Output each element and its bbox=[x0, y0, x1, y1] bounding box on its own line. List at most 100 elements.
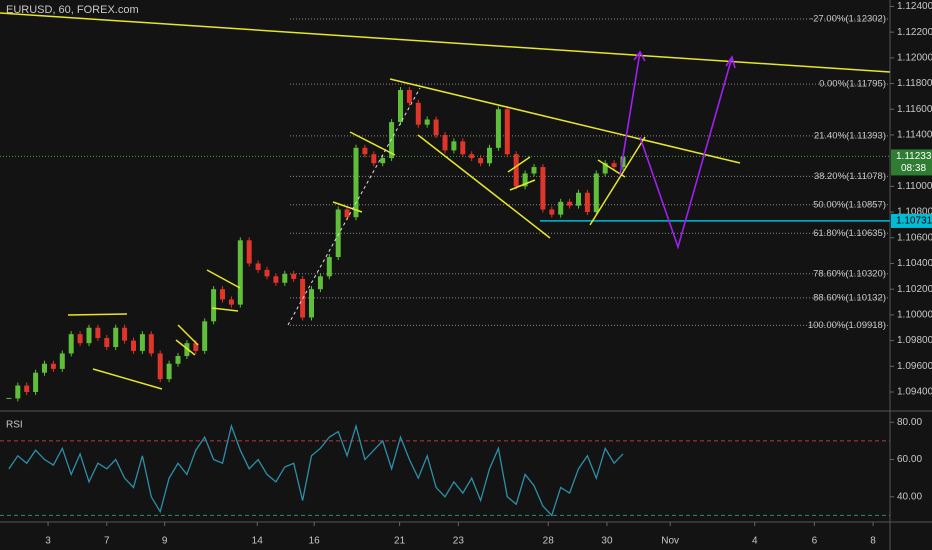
candle bbox=[558, 201, 564, 215]
trend-line bbox=[175, 339, 196, 356]
trend-line bbox=[417, 134, 551, 239]
y-tick-label: 1.09800 bbox=[897, 335, 932, 346]
candle bbox=[380, 158, 386, 164]
trend-line bbox=[349, 131, 396, 156]
candle bbox=[442, 134, 448, 151]
candle bbox=[371, 154, 377, 164]
rsi-line bbox=[8, 423, 624, 517]
arrow bbox=[619, 51, 641, 176]
candle bbox=[513, 154, 519, 187]
level-price-label: 1.10731 bbox=[896, 216, 932, 227]
y-tick-label: 1.12200 bbox=[897, 27, 932, 38]
candle bbox=[326, 257, 332, 277]
trend-line bbox=[509, 179, 536, 191]
candle bbox=[389, 122, 395, 159]
trend-line bbox=[67, 313, 128, 316]
y-tick-label: 1.11600 bbox=[897, 104, 932, 115]
candle bbox=[139, 334, 145, 351]
fib-label: 21.40%(1.11393) bbox=[814, 130, 886, 141]
x-tick-label: 30 bbox=[601, 536, 613, 547]
candle bbox=[584, 192, 590, 213]
y-tick-label: 1.12400 bbox=[897, 1, 932, 12]
candle bbox=[522, 173, 528, 187]
candle bbox=[148, 334, 154, 354]
trend-line bbox=[92, 368, 163, 390]
candle bbox=[113, 327, 119, 348]
trend-line bbox=[206, 269, 241, 289]
candle bbox=[228, 299, 234, 305]
trend-line bbox=[589, 136, 646, 226]
candle bbox=[86, 327, 92, 344]
x-tick-label: 4 bbox=[752, 536, 758, 547]
candle bbox=[620, 156, 626, 168]
y-tick-label: 1.10400 bbox=[897, 258, 932, 269]
candle bbox=[495, 109, 501, 148]
candle bbox=[68, 334, 74, 354]
x-tick-label: 16 bbox=[309, 536, 321, 547]
x-tick-label: Nov bbox=[661, 536, 679, 547]
y-tick-label: 1.11000 bbox=[897, 181, 932, 192]
candle bbox=[611, 163, 617, 168]
candle bbox=[424, 119, 430, 125]
candle bbox=[531, 167, 537, 174]
candle bbox=[264, 269, 270, 277]
x-tick-label: 14 bbox=[252, 536, 264, 547]
candle bbox=[255, 263, 261, 270]
candle bbox=[460, 141, 466, 155]
trend-lines bbox=[0, 12, 891, 390]
candle bbox=[291, 273, 297, 279]
fib-label: -27.00%(1.12302) bbox=[810, 14, 886, 25]
y-tick-label: 60.00 bbox=[897, 454, 922, 465]
candle bbox=[335, 209, 341, 258]
candle bbox=[487, 147, 492, 164]
candle bbox=[220, 289, 225, 300]
trend-line bbox=[332, 201, 363, 213]
candle bbox=[353, 147, 359, 218]
projection-arrows bbox=[619, 50, 736, 250]
chart-title: EURUSD, 60, FOREX.com bbox=[6, 4, 139, 16]
fib-label: 100.00%(1.09918) bbox=[808, 320, 886, 331]
y-tick-label: 80.00 bbox=[897, 417, 922, 428]
trend-line bbox=[211, 307, 239, 312]
y-tick-label: 1.10600 bbox=[897, 232, 932, 243]
fib-label: 38.20%(1.11078) bbox=[814, 171, 886, 182]
candle bbox=[576, 192, 581, 206]
last-price-box bbox=[891, 149, 932, 176]
pane-title: RSI bbox=[6, 420, 23, 431]
y-tick-label: 1.12000 bbox=[897, 52, 932, 63]
x-tick-label: 7 bbox=[104, 536, 110, 547]
last-price-label: 1.11233 bbox=[896, 151, 932, 162]
candle bbox=[540, 167, 546, 210]
candle bbox=[211, 289, 217, 322]
candle bbox=[202, 321, 208, 351]
candle bbox=[398, 89, 403, 123]
x-tick-label: 28 bbox=[543, 536, 555, 547]
candle bbox=[122, 327, 128, 341]
candle bbox=[104, 338, 110, 348]
candle bbox=[451, 141, 457, 151]
drawings bbox=[0, 12, 891, 390]
level-price-box bbox=[891, 213, 932, 228]
trend-line bbox=[507, 156, 531, 173]
trend-line bbox=[177, 324, 199, 346]
candle bbox=[193, 343, 199, 351]
arrow-head bbox=[633, 50, 646, 62]
fib-label: 61.80%(1.10635) bbox=[813, 228, 886, 239]
x-tick-label: 23 bbox=[453, 536, 465, 547]
candle bbox=[95, 327, 101, 339]
fib-label: 0.00%(1.11795) bbox=[819, 79, 886, 90]
candle bbox=[567, 201, 573, 206]
candle bbox=[184, 343, 190, 357]
y-tick-label: 1.09400 bbox=[897, 387, 932, 398]
candle bbox=[246, 240, 252, 264]
trend-line bbox=[389, 78, 741, 164]
candle bbox=[344, 209, 350, 218]
candle bbox=[415, 102, 421, 125]
candle bbox=[317, 276, 323, 290]
arrow bbox=[639, 56, 733, 250]
candle bbox=[237, 240, 243, 305]
x-tick-label: 8 bbox=[870, 536, 876, 547]
candle bbox=[59, 353, 65, 369]
